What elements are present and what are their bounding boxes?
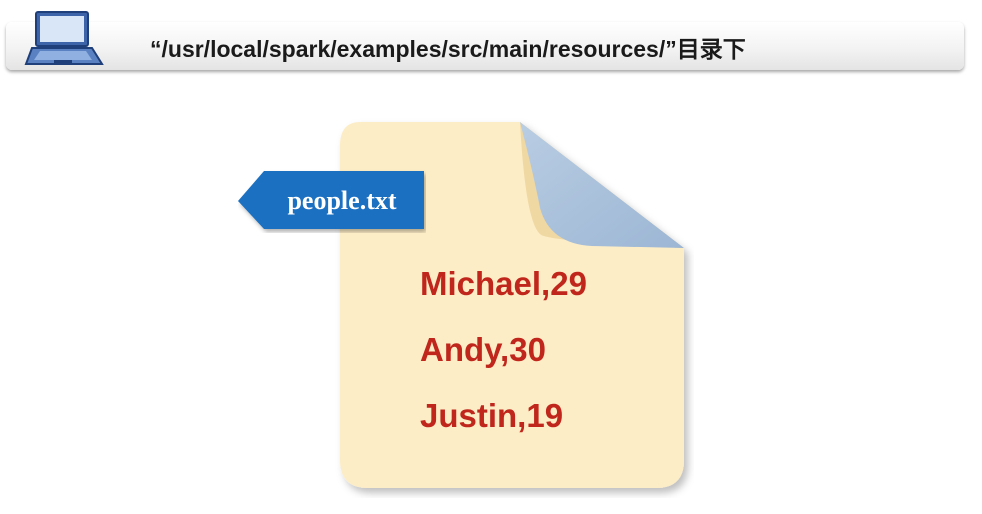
filename-label: people.txt xyxy=(287,186,397,215)
laptop-icon xyxy=(24,11,104,65)
filename-tag xyxy=(238,171,424,229)
file-line: Andy,30 xyxy=(420,331,546,368)
file-line: Justin,19 xyxy=(420,397,564,434)
file-line: Michael,29 xyxy=(420,265,587,302)
header-bar xyxy=(6,22,964,70)
document-icon xyxy=(340,122,684,488)
file-contents: Michael,29 Andy,30 Justin,19 xyxy=(420,262,680,460)
page-title: “/usr/local/spark/examples/src/main/reso… xyxy=(150,36,746,62)
